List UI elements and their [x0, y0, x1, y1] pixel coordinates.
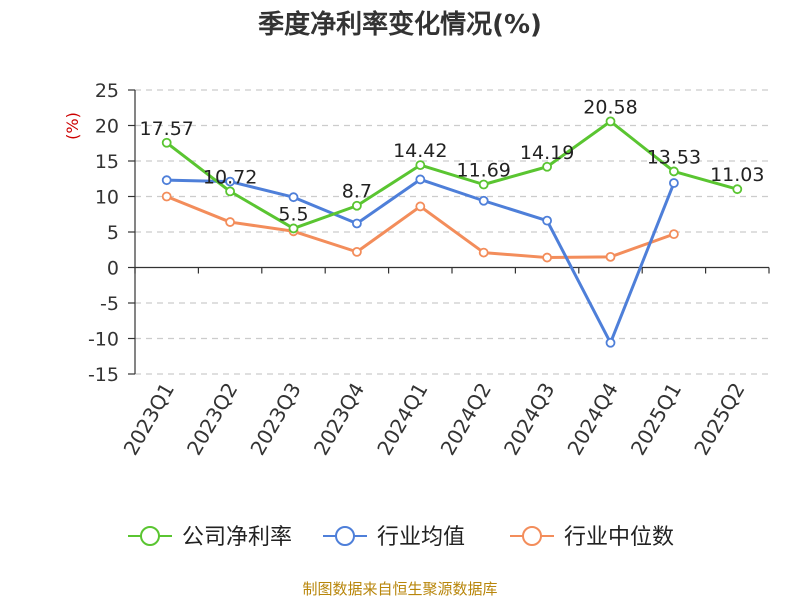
data-point: [669, 166, 679, 177]
data-point: [732, 184, 743, 195]
y-tick-label: 0: [107, 258, 119, 280]
x-tick-label: 2023Q1: [119, 379, 179, 460]
data-point: [669, 229, 679, 240]
x-tick-label: 2023Q3: [245, 379, 305, 460]
data-point: [225, 176, 236, 187]
y-tick-label: -15: [88, 364, 119, 386]
data-point: [478, 247, 489, 258]
y-axis-label: (%): [63, 112, 82, 140]
y-tick-label: -5: [100, 293, 119, 315]
data-label: 5.5: [278, 203, 308, 225]
x-tick-label: 2023Q2: [182, 379, 242, 460]
data-point: [288, 192, 299, 203]
y-tick-label: 20: [95, 116, 119, 138]
legend-swatch-marker: [140, 526, 160, 546]
y-tick-label: 25: [95, 80, 119, 102]
x-tick-label: 2024Q4: [562, 379, 622, 460]
legend-label: 行业中位数: [564, 525, 674, 550]
data-point: [225, 186, 236, 197]
y-tick-label: -10: [88, 329, 119, 351]
data-label: 17.57: [139, 118, 193, 140]
legend-swatch-marker: [522, 526, 542, 546]
data-point: [161, 175, 172, 186]
data-label: 14.19: [520, 142, 574, 164]
series-line: [165, 119, 738, 230]
data-point: [225, 217, 236, 227]
data-label: 11.03: [710, 164, 764, 186]
x-tick-label: 2024Q3: [499, 379, 559, 460]
data-point: [415, 201, 426, 212]
data-point: [415, 174, 426, 185]
y-tick-label: 15: [95, 151, 119, 173]
data-label: 13.53: [647, 146, 701, 168]
data-label: 14.42: [393, 140, 447, 162]
data-label: 20.58: [583, 96, 637, 118]
x-tick-label: 2024Q1: [372, 379, 432, 460]
legend-label: 行业均值: [377, 525, 465, 550]
data-label: 11.69: [456, 160, 510, 182]
data-point: [415, 160, 426, 171]
y-tick-label: 10: [95, 187, 119, 209]
data-point: [478, 179, 489, 190]
chart-title: 季度净利率变化情况(%): [258, 10, 542, 40]
data-point: [351, 246, 362, 257]
data-point: [542, 215, 552, 226]
legend-label: 公司净利率: [182, 525, 292, 550]
x-tick-label: 2024Q2: [436, 379, 496, 460]
data-point: [542, 252, 552, 263]
data-point: [542, 161, 552, 172]
data-point: [161, 137, 172, 148]
y-tick-label: 5: [107, 222, 119, 244]
data-point: [478, 195, 489, 206]
data-point: [288, 223, 299, 234]
legend-swatch-marker: [335, 526, 355, 546]
data-point: [605, 116, 616, 127]
data-point: [669, 178, 679, 188]
data-point: [161, 191, 172, 202]
x-tick-label: 2023Q4: [309, 379, 369, 460]
x-tick-label: 2025Q2: [689, 379, 749, 460]
data-point: [605, 251, 616, 262]
data-point: [351, 200, 362, 211]
data-source-note: 制图数据来自恒生聚源数据库: [302, 580, 498, 598]
data-label: 8.7: [342, 181, 372, 203]
data-label: 10.72: [203, 166, 257, 188]
data-point: [605, 337, 616, 348]
x-tick-label: 2025Q1: [626, 379, 686, 460]
data-point: [351, 218, 362, 229]
